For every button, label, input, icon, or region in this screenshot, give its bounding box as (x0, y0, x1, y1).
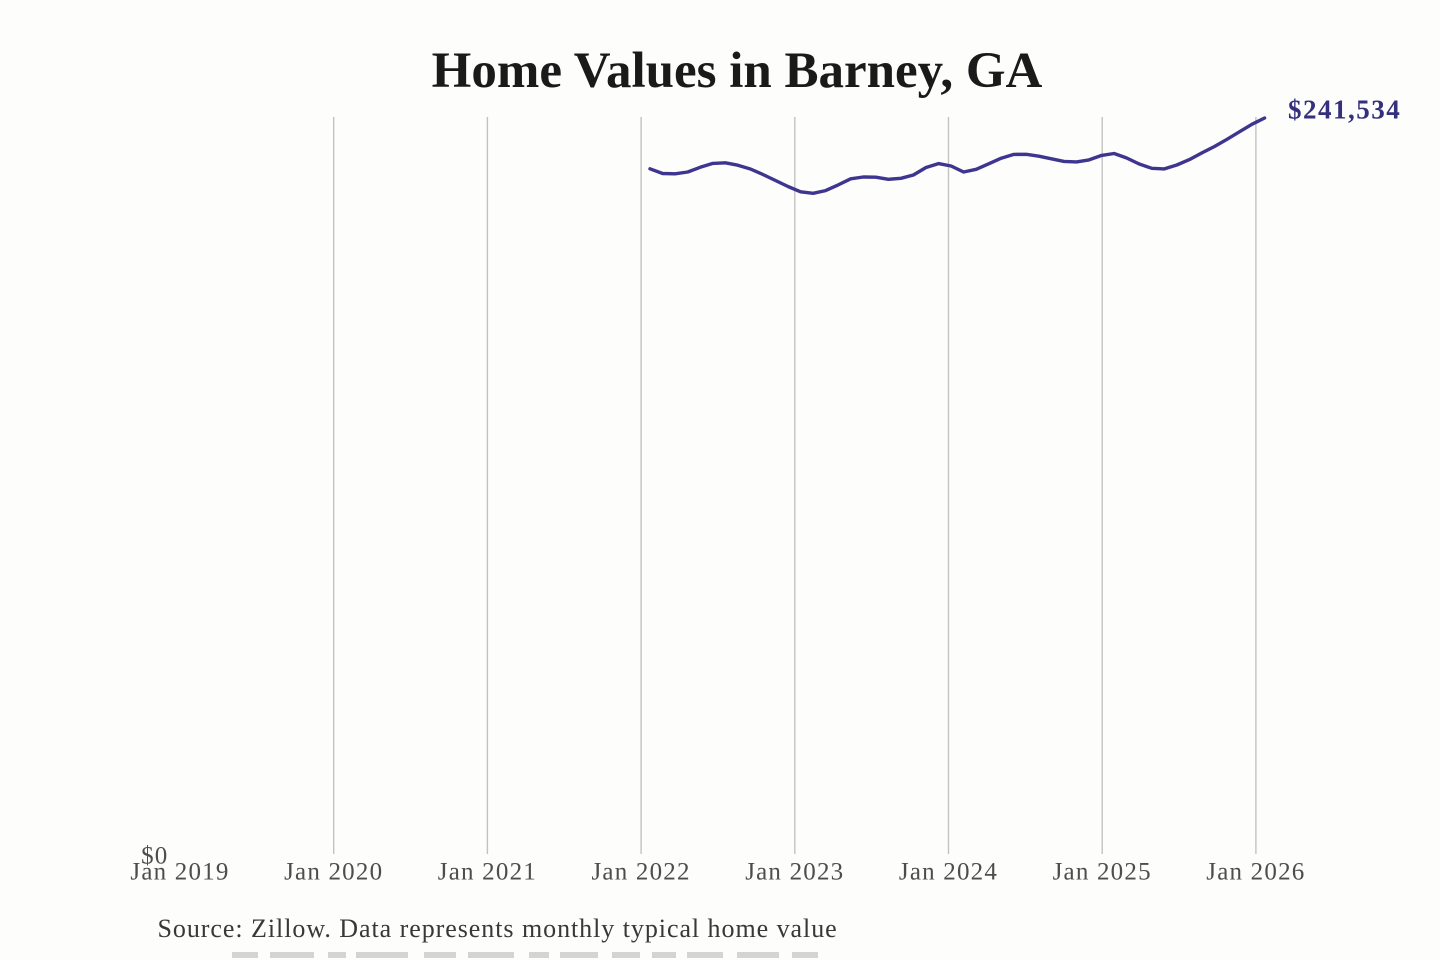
svg-text:Jan 2026: Jan 2026 (1206, 859, 1305, 886)
svg-text:Jan 2024: Jan 2024 (899, 859, 998, 886)
svg-text:Jan 2022: Jan 2022 (592, 859, 691, 886)
svg-text:$0: $0 (141, 843, 168, 870)
svg-text:Jan 2019: Jan 2019 (130, 859, 229, 886)
svg-text:Jan 2023: Jan 2023 (745, 859, 844, 886)
svg-text:$241,534: $241,534 (1288, 95, 1401, 125)
svg-text:Jan 2021: Jan 2021 (438, 859, 537, 886)
svg-text:Jan 2020: Jan 2020 (284, 859, 383, 886)
svg-text:Source: Zillow. Data represent: Source: Zillow. Data represents monthly … (158, 914, 838, 943)
svg-text:Home Values in Barney, GA: Home Values in Barney, GA (432, 43, 1043, 99)
svg-text:Jan 2025: Jan 2025 (1053, 859, 1152, 886)
